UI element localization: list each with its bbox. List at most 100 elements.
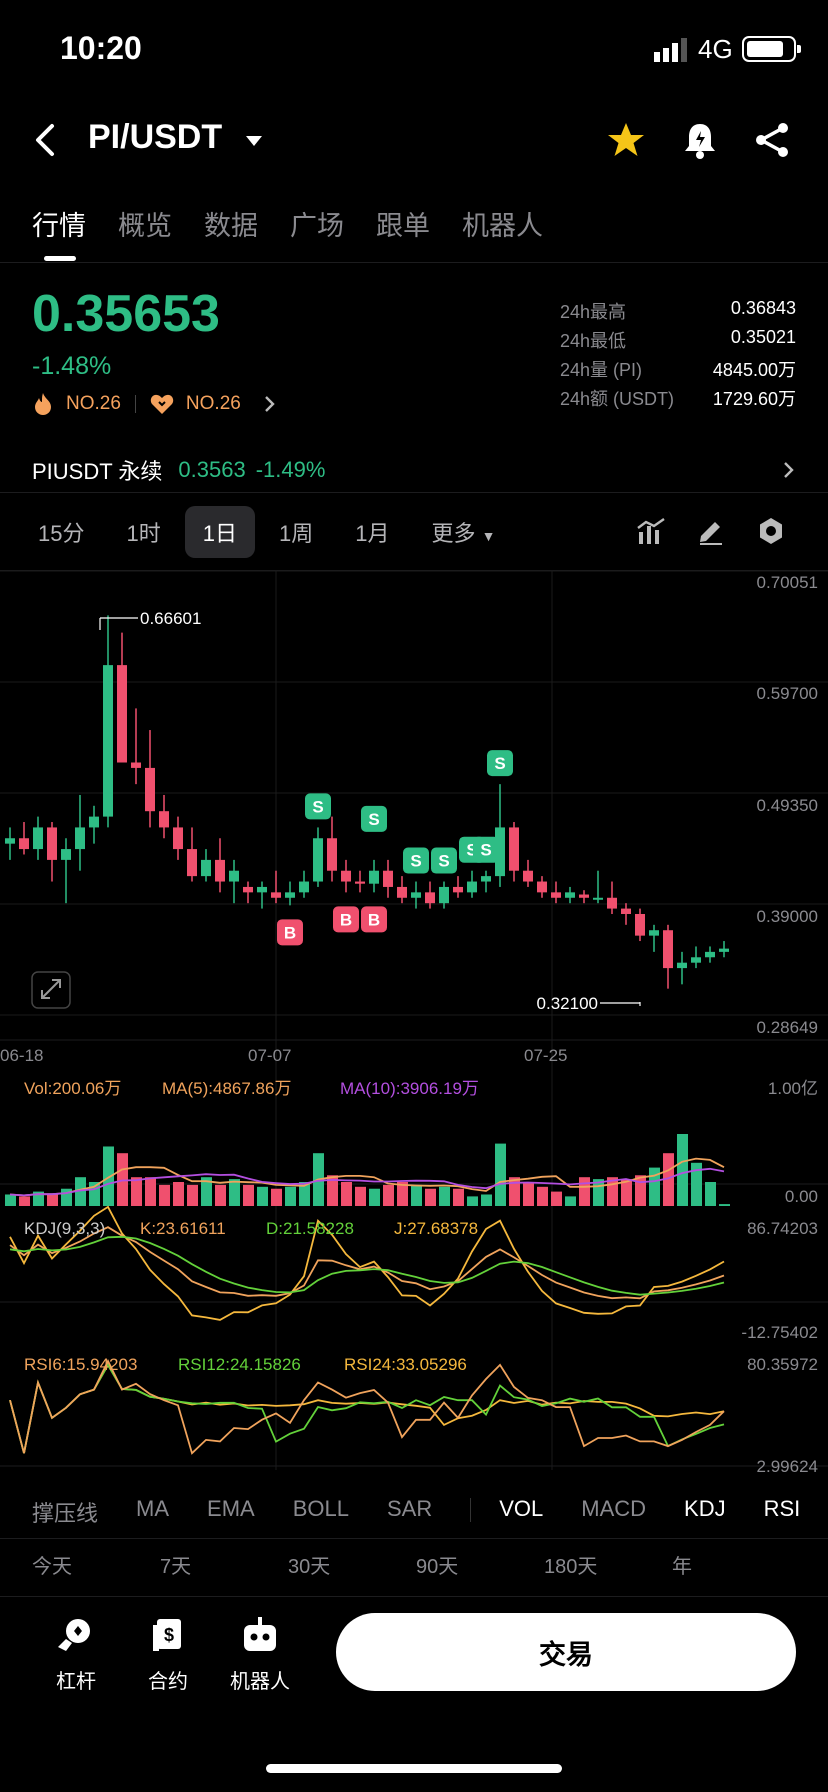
kdj-d-label: D:21.58228 bbox=[266, 1219, 354, 1238]
star-icon[interactable] bbox=[606, 120, 646, 160]
volume-bar bbox=[677, 1134, 688, 1206]
interval-1h[interactable]: 1时 bbox=[126, 521, 161, 546]
period-90d[interactable]: 90天 bbox=[416, 1556, 459, 1578]
tab-overview[interactable]: 概览 bbox=[118, 211, 172, 241]
share-icon[interactable] bbox=[752, 120, 792, 160]
perpetual-link[interactable]: PIUSDT 永续 0.3563 -1.49% bbox=[32, 452, 796, 488]
draw-pen-icon[interactable] bbox=[696, 516, 726, 546]
expand-icon[interactable] bbox=[31, 971, 71, 1009]
candle-body bbox=[285, 892, 295, 898]
network-type: 4G bbox=[698, 34, 733, 64]
period-30d[interactable]: 30天 bbox=[288, 1556, 331, 1578]
volume-bar bbox=[705, 1182, 716, 1206]
stat-label: 24h最高 bbox=[560, 302, 627, 322]
candle-body bbox=[579, 894, 589, 898]
interval-1w[interactable]: 1周 bbox=[278, 521, 314, 546]
interval-selector: 15分 1时 1日 1周 1月 更多 ▼ bbox=[20, 506, 519, 558]
perpetual-price: 0.3563 bbox=[178, 457, 246, 482]
bell-icon[interactable] bbox=[680, 120, 720, 160]
volume-bar bbox=[201, 1177, 212, 1206]
period-1y[interactable]: 年 bbox=[672, 1556, 692, 1578]
chevron-right-icon bbox=[784, 462, 794, 478]
volume-bar bbox=[299, 1182, 310, 1206]
indicator-icon[interactable] bbox=[636, 516, 666, 546]
settings-gear-icon[interactable] bbox=[756, 516, 786, 546]
back-arrow-icon[interactable] bbox=[28, 120, 64, 160]
period-today[interactable]: 今天 bbox=[32, 1556, 72, 1578]
rank-separator bbox=[134, 395, 136, 413]
stat-value: 4845.00万 bbox=[712, 360, 796, 380]
bot-button[interactable]: 机器人 bbox=[220, 1617, 300, 1694]
indicator-tabs: 撑压线 MA EMA BOLL SAR VOL MACD KDJ RSI bbox=[32, 1496, 828, 1528]
ind-vol[interactable]: VOL bbox=[499, 1496, 544, 1521]
candle-body bbox=[635, 913, 645, 936]
ind-macd[interactable]: MACD bbox=[581, 1496, 647, 1521]
volume-bar bbox=[5, 1194, 16, 1206]
stat-value: 1729.60万 bbox=[712, 389, 796, 409]
stat-value: 0.36843 bbox=[730, 298, 796, 318]
caret-down-icon[interactable] bbox=[244, 134, 264, 148]
tab-market[interactable]: 行情 bbox=[32, 211, 86, 241]
indicator-lines bbox=[9, 1157, 725, 1455]
bot-label: 机器人 bbox=[230, 1671, 290, 1693]
pair-title[interactable]: PI/USDT bbox=[88, 118, 223, 156]
ind-kdj[interactable]: KDJ bbox=[684, 1496, 726, 1521]
ind-support-resistance[interactable]: 撑压线 bbox=[32, 1501, 99, 1526]
volume-bar bbox=[271, 1188, 282, 1206]
volume-bar bbox=[243, 1184, 254, 1206]
ind-boll[interactable]: BOLL bbox=[292, 1496, 349, 1521]
active-tab-indicator bbox=[44, 256, 76, 261]
ind-rsi[interactable]: RSI bbox=[763, 1496, 801, 1521]
volume-bar bbox=[495, 1143, 506, 1206]
candle-body bbox=[5, 838, 15, 844]
contract-button[interactable]: $ 合约 bbox=[128, 1617, 208, 1694]
main-tabs: 行情 概览 数据 广场 跟单 机器人 bbox=[32, 204, 543, 243]
ind-ema[interactable]: EMA bbox=[207, 1496, 255, 1521]
interval-1mo[interactable]: 1月 bbox=[355, 521, 390, 546]
tab-bots[interactable]: 机器人 bbox=[462, 211, 543, 241]
candle-body bbox=[89, 816, 99, 828]
interval-15m[interactable]: 15分 bbox=[38, 521, 85, 546]
battery-icon bbox=[742, 36, 801, 62]
date-tick: 06-18 bbox=[0, 1046, 43, 1065]
volume-bar bbox=[355, 1186, 366, 1206]
interval-more[interactable]: 更多 ▼ bbox=[413, 506, 513, 558]
candle-body bbox=[117, 665, 127, 763]
vol-ma10-line bbox=[9, 1167, 725, 1197]
chart-grid bbox=[0, 570, 828, 1470]
ind-sar[interactable]: SAR bbox=[386, 1496, 433, 1521]
candle-body bbox=[201, 859, 211, 877]
volume-bar bbox=[383, 1184, 394, 1206]
candle-body bbox=[61, 849, 71, 860]
candle-body bbox=[593, 897, 603, 900]
sell-marker bbox=[305, 793, 331, 820]
period-7d[interactable]: 7天 bbox=[160, 1556, 192, 1578]
volume-bar bbox=[579, 1177, 590, 1206]
volume-bars bbox=[5, 1134, 730, 1206]
ind-ma[interactable]: MA bbox=[136, 1496, 170, 1521]
period-180d[interactable]: 180天 bbox=[544, 1556, 598, 1578]
candle-body bbox=[495, 827, 505, 877]
rsi-bottom-tick: 2.99624 bbox=[757, 1457, 818, 1476]
marker-label: B bbox=[284, 923, 296, 942]
volume-bar bbox=[663, 1153, 674, 1206]
marker-label: S bbox=[494, 754, 505, 773]
candle-body bbox=[327, 838, 337, 871]
rank-row[interactable]: NO.26 NO.26 bbox=[32, 392, 277, 416]
candle-body bbox=[565, 892, 575, 898]
tab-copy-trade[interactable]: 跟单 bbox=[376, 211, 430, 241]
kdj-top-tick: 86.74203 bbox=[747, 1219, 818, 1238]
indicator-divider bbox=[470, 1498, 472, 1522]
trade-button[interactable]: 交易 bbox=[336, 1613, 796, 1691]
margin-button[interactable]: 杠杆 bbox=[36, 1617, 116, 1694]
candle-body bbox=[355, 881, 365, 884]
tab-square[interactable]: 广场 bbox=[290, 211, 344, 241]
interval-1d[interactable]: 1日 bbox=[184, 506, 255, 558]
kdj-j-label: J:27.68378 bbox=[394, 1219, 478, 1238]
marker-label: S bbox=[368, 810, 379, 829]
tab-data[interactable]: 数据 bbox=[204, 211, 258, 241]
volume-bar bbox=[187, 1184, 198, 1206]
price-tick: 0.70051 bbox=[757, 573, 818, 592]
